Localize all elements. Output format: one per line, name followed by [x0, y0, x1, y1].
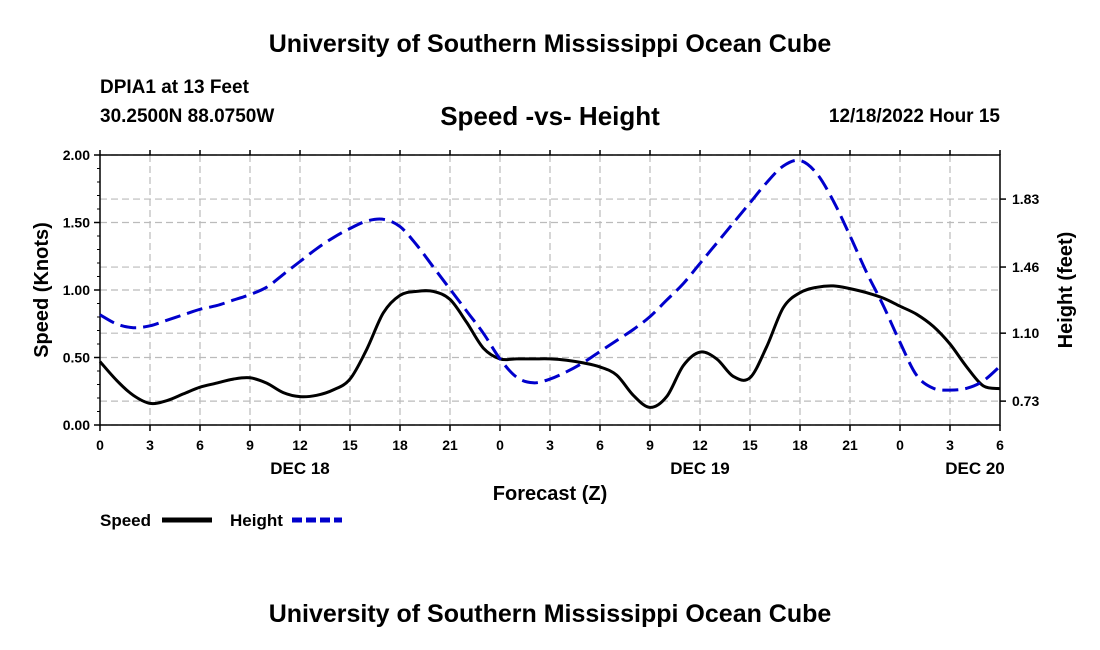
- date-label: DEC 19: [670, 459, 730, 478]
- x-tick-label: 15: [342, 437, 358, 453]
- data-series: [98, 158, 1002, 409]
- org-title: University of Southern Mississippi Ocean…: [268, 30, 832, 58]
- axis-ticks: 0 3 6 9 12 15 18 21 0 3 6 9 12 15 18 21 0 3 6 DEC 18 DEC 19 D…: [63, 147, 1040, 478]
- y-tick-label: 0.50: [63, 350, 90, 366]
- y-tick-label: 2.00: [63, 147, 90, 163]
- y2-tick-label: 1.83: [1012, 191, 1039, 207]
- x-tick-label: 6: [996, 437, 1004, 453]
- x-tick-label: 3: [546, 437, 554, 453]
- x-tick-label: 3: [946, 437, 954, 453]
- legend-label-height: Height: [230, 511, 283, 530]
- grid-lines: [100, 154, 1000, 426]
- y-axis-title: Speed (Knots): [31, 222, 53, 358]
- station-coords: 30.2500N 88.0750W: [100, 106, 275, 127]
- speed-series-line: [98, 284, 1001, 409]
- x-tick-label: 6: [196, 437, 204, 453]
- x-tick-label: 0: [96, 437, 104, 453]
- date-label: DEC 18: [270, 459, 330, 478]
- y2-tick-label: 1.46: [1012, 259, 1039, 275]
- y2-tick-label: 0.73: [1012, 393, 1039, 409]
- date-label: DEC 20: [945, 459, 1005, 478]
- x-tick-label: 12: [692, 437, 708, 453]
- footer-title: University of Southern Mississippi Ocean…: [268, 600, 832, 628]
- x-tick-label: 18: [792, 437, 808, 453]
- x-tick-label: 3: [146, 437, 154, 453]
- x-tick-label: 12: [292, 437, 308, 453]
- station-label: DPIA1 at 13 Feet: [100, 77, 249, 98]
- x-axis-title: Forecast (Z): [493, 483, 607, 505]
- forecast-datetime: 12/18/2022 Hour 15: [828, 106, 1000, 127]
- y-tick-label: 0.00: [63, 417, 90, 433]
- x-tick-label: 6: [596, 437, 604, 453]
- x-tick-label: 0: [496, 437, 504, 453]
- y-tick-label: 1.00: [63, 282, 90, 298]
- x-tick-label: 9: [246, 437, 254, 453]
- x-tick-label: 18: [392, 437, 408, 453]
- y2-tick-label: 1.10: [1012, 325, 1039, 341]
- legend: Speed Height: [100, 511, 342, 530]
- y2-axis-title: Height (feet): [1055, 232, 1077, 349]
- legend-label-speed: Speed: [100, 511, 151, 530]
- y-tick-label: 1.50: [63, 215, 90, 231]
- height-series-line: [99, 158, 1002, 392]
- x-tick-label: 21: [442, 437, 458, 453]
- x-tick-label: 15: [742, 437, 758, 453]
- x-tick-label: 21: [842, 437, 858, 453]
- x-tick-label: 0: [896, 437, 904, 453]
- x-tick-label: 9: [646, 437, 654, 453]
- chart-title: Speed -vs- Height: [440, 101, 660, 131]
